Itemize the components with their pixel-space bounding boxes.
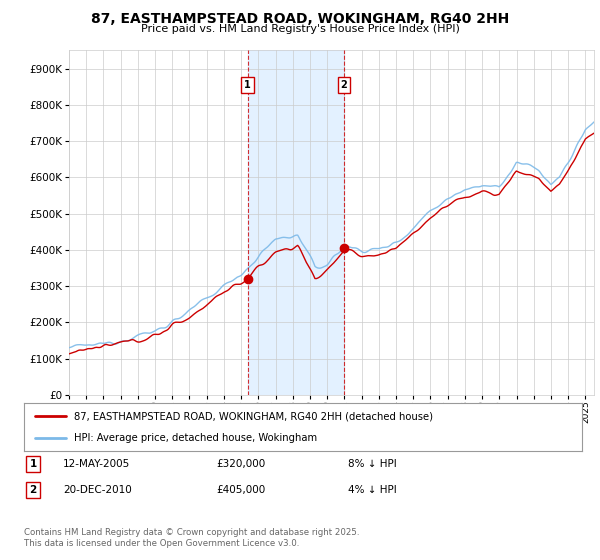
- Bar: [248, 50, 344, 395]
- Text: Price paid vs. HM Land Registry's House Price Index (HPI): Price paid vs. HM Land Registry's House …: [140, 24, 460, 34]
- Text: 2: 2: [341, 80, 347, 90]
- Text: Contains HM Land Registry data © Crown copyright and database right 2025.
This d: Contains HM Land Registry data © Crown c…: [24, 528, 359, 548]
- Text: 87, EASTHAMPSTEAD ROAD, WOKINGHAM, RG40 2HH: 87, EASTHAMPSTEAD ROAD, WOKINGHAM, RG40 …: [91, 12, 509, 26]
- Text: 2: 2: [29, 485, 37, 495]
- Text: 4% ↓ HPI: 4% ↓ HPI: [348, 485, 397, 495]
- Text: 20-DEC-2010: 20-DEC-2010: [63, 485, 132, 495]
- Text: 87, EASTHAMPSTEAD ROAD, WOKINGHAM, RG40 2HH (detached house): 87, EASTHAMPSTEAD ROAD, WOKINGHAM, RG40 …: [74, 411, 433, 421]
- Text: £320,000: £320,000: [216, 459, 265, 469]
- Text: 12-MAY-2005: 12-MAY-2005: [63, 459, 130, 469]
- Text: HPI: Average price, detached house, Wokingham: HPI: Average price, detached house, Woki…: [74, 433, 317, 443]
- Text: £405,000: £405,000: [216, 485, 265, 495]
- Text: 1: 1: [29, 459, 37, 469]
- Text: 1: 1: [244, 80, 251, 90]
- Text: 8% ↓ HPI: 8% ↓ HPI: [348, 459, 397, 469]
